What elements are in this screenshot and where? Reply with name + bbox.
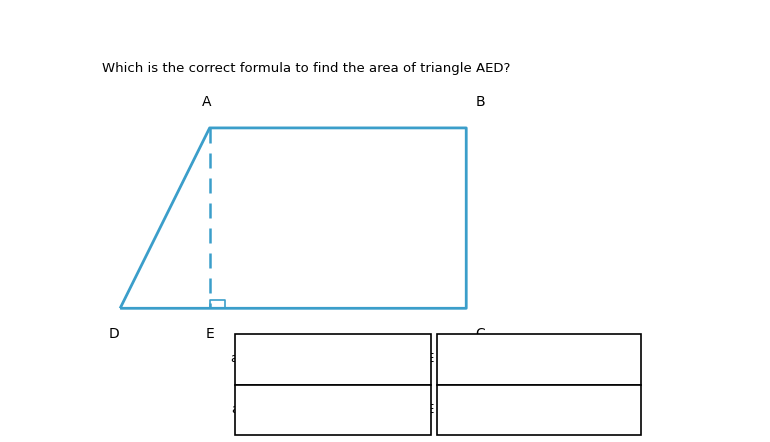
Text: area of triangle AED = $\mathregular{\frac{1}{2}}$ • CD • AE: area of triangle AED = $\mathregular{\fr… [230, 348, 436, 370]
Text: area of triangle AED = $\mathregular{\frac{1}{2}}$ • CE • AE: area of triangle AED = $\mathregular{\fr… [231, 399, 435, 421]
Text: Which is the correct formula to find the area of triangle AED?: Which is the correct formula to find the… [102, 61, 511, 75]
Text: area of triangle AED = $\mathregular{\frac{1}{2}}$ • AE •DE: area of triangle AED = $\mathregular{\fr… [439, 348, 640, 370]
Text: C: C [475, 327, 485, 341]
Text: area of triangle AED = AE • AE: area of triangle AED = AE • AE [448, 404, 631, 416]
Text: B: B [475, 95, 485, 109]
Text: D: D [109, 327, 119, 341]
Text: E: E [206, 327, 214, 341]
Text: A: A [202, 95, 212, 109]
